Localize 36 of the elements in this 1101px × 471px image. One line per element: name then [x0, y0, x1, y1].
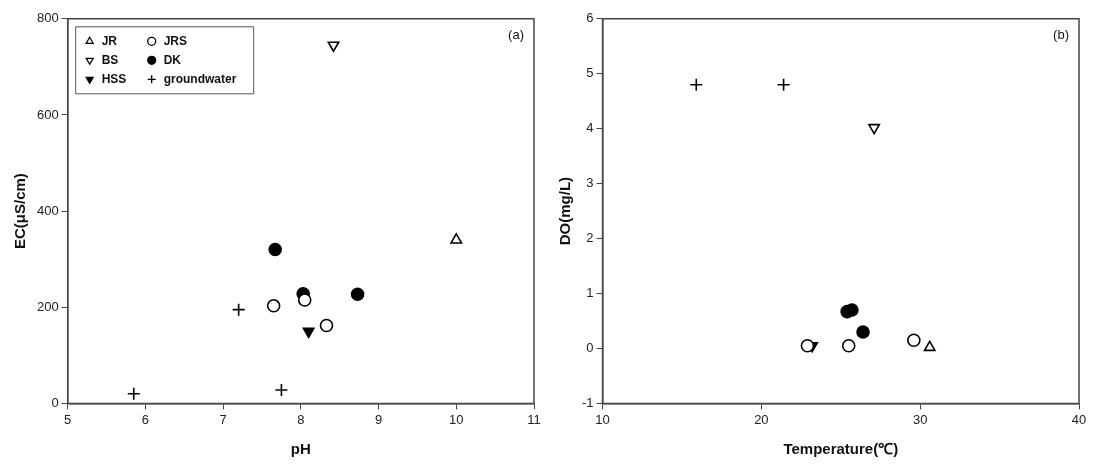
legend-label: groundwater [163, 71, 237, 86]
x-tick-label: 10 [449, 411, 464, 427]
annotation: (b) [1053, 26, 1069, 42]
legend-label: JRS [163, 33, 188, 48]
x-tick-label: 6 [141, 411, 150, 427]
x-tick-label: 9 [374, 411, 383, 427]
x-tick-label: 40 [1071, 411, 1087, 427]
y-axis-title: DO(mg/L) [556, 176, 574, 246]
x-tick-label: 8 [297, 411, 305, 427]
y-tick-label: 600 [36, 106, 59, 122]
y-axis-title: EC(μS/cm) [11, 173, 29, 250]
y-tick-label: -1 [582, 394, 594, 410]
y-tick-label: 1 [586, 285, 594, 301]
annotation: (a) [508, 26, 524, 42]
y-tick-label: 0 [586, 340, 594, 356]
x-tick-label: 11 [527, 411, 541, 427]
x-tick-label: 10 [595, 411, 610, 427]
y-tick-label: 400 [36, 202, 59, 218]
y-tick-label: 200 [36, 298, 59, 314]
y-tick-label: 3 [586, 175, 594, 191]
x-axis-title: pH [290, 440, 311, 458]
y-tick-label: 4 [586, 120, 594, 136]
y-tick-label: 0 [51, 394, 59, 410]
x-tick-label: 5 [64, 411, 72, 427]
y-tick-label: 5 [586, 65, 594, 81]
y-tick-label: 6 [586, 10, 594, 26]
legend-label: JR [101, 33, 118, 48]
x-tick-label: 30 [912, 411, 928, 427]
x-tick-label: 7 [219, 411, 227, 427]
y-tick-label: 800 [36, 10, 59, 26]
legend-label: HSS [101, 71, 127, 86]
x-axis-title: Temperature(℃) [783, 440, 899, 458]
legend-label: DK [163, 52, 182, 67]
legend-label: BS [101, 52, 119, 67]
x-tick-label: 20 [754, 411, 769, 427]
y-tick-label: 2 [586, 230, 594, 246]
